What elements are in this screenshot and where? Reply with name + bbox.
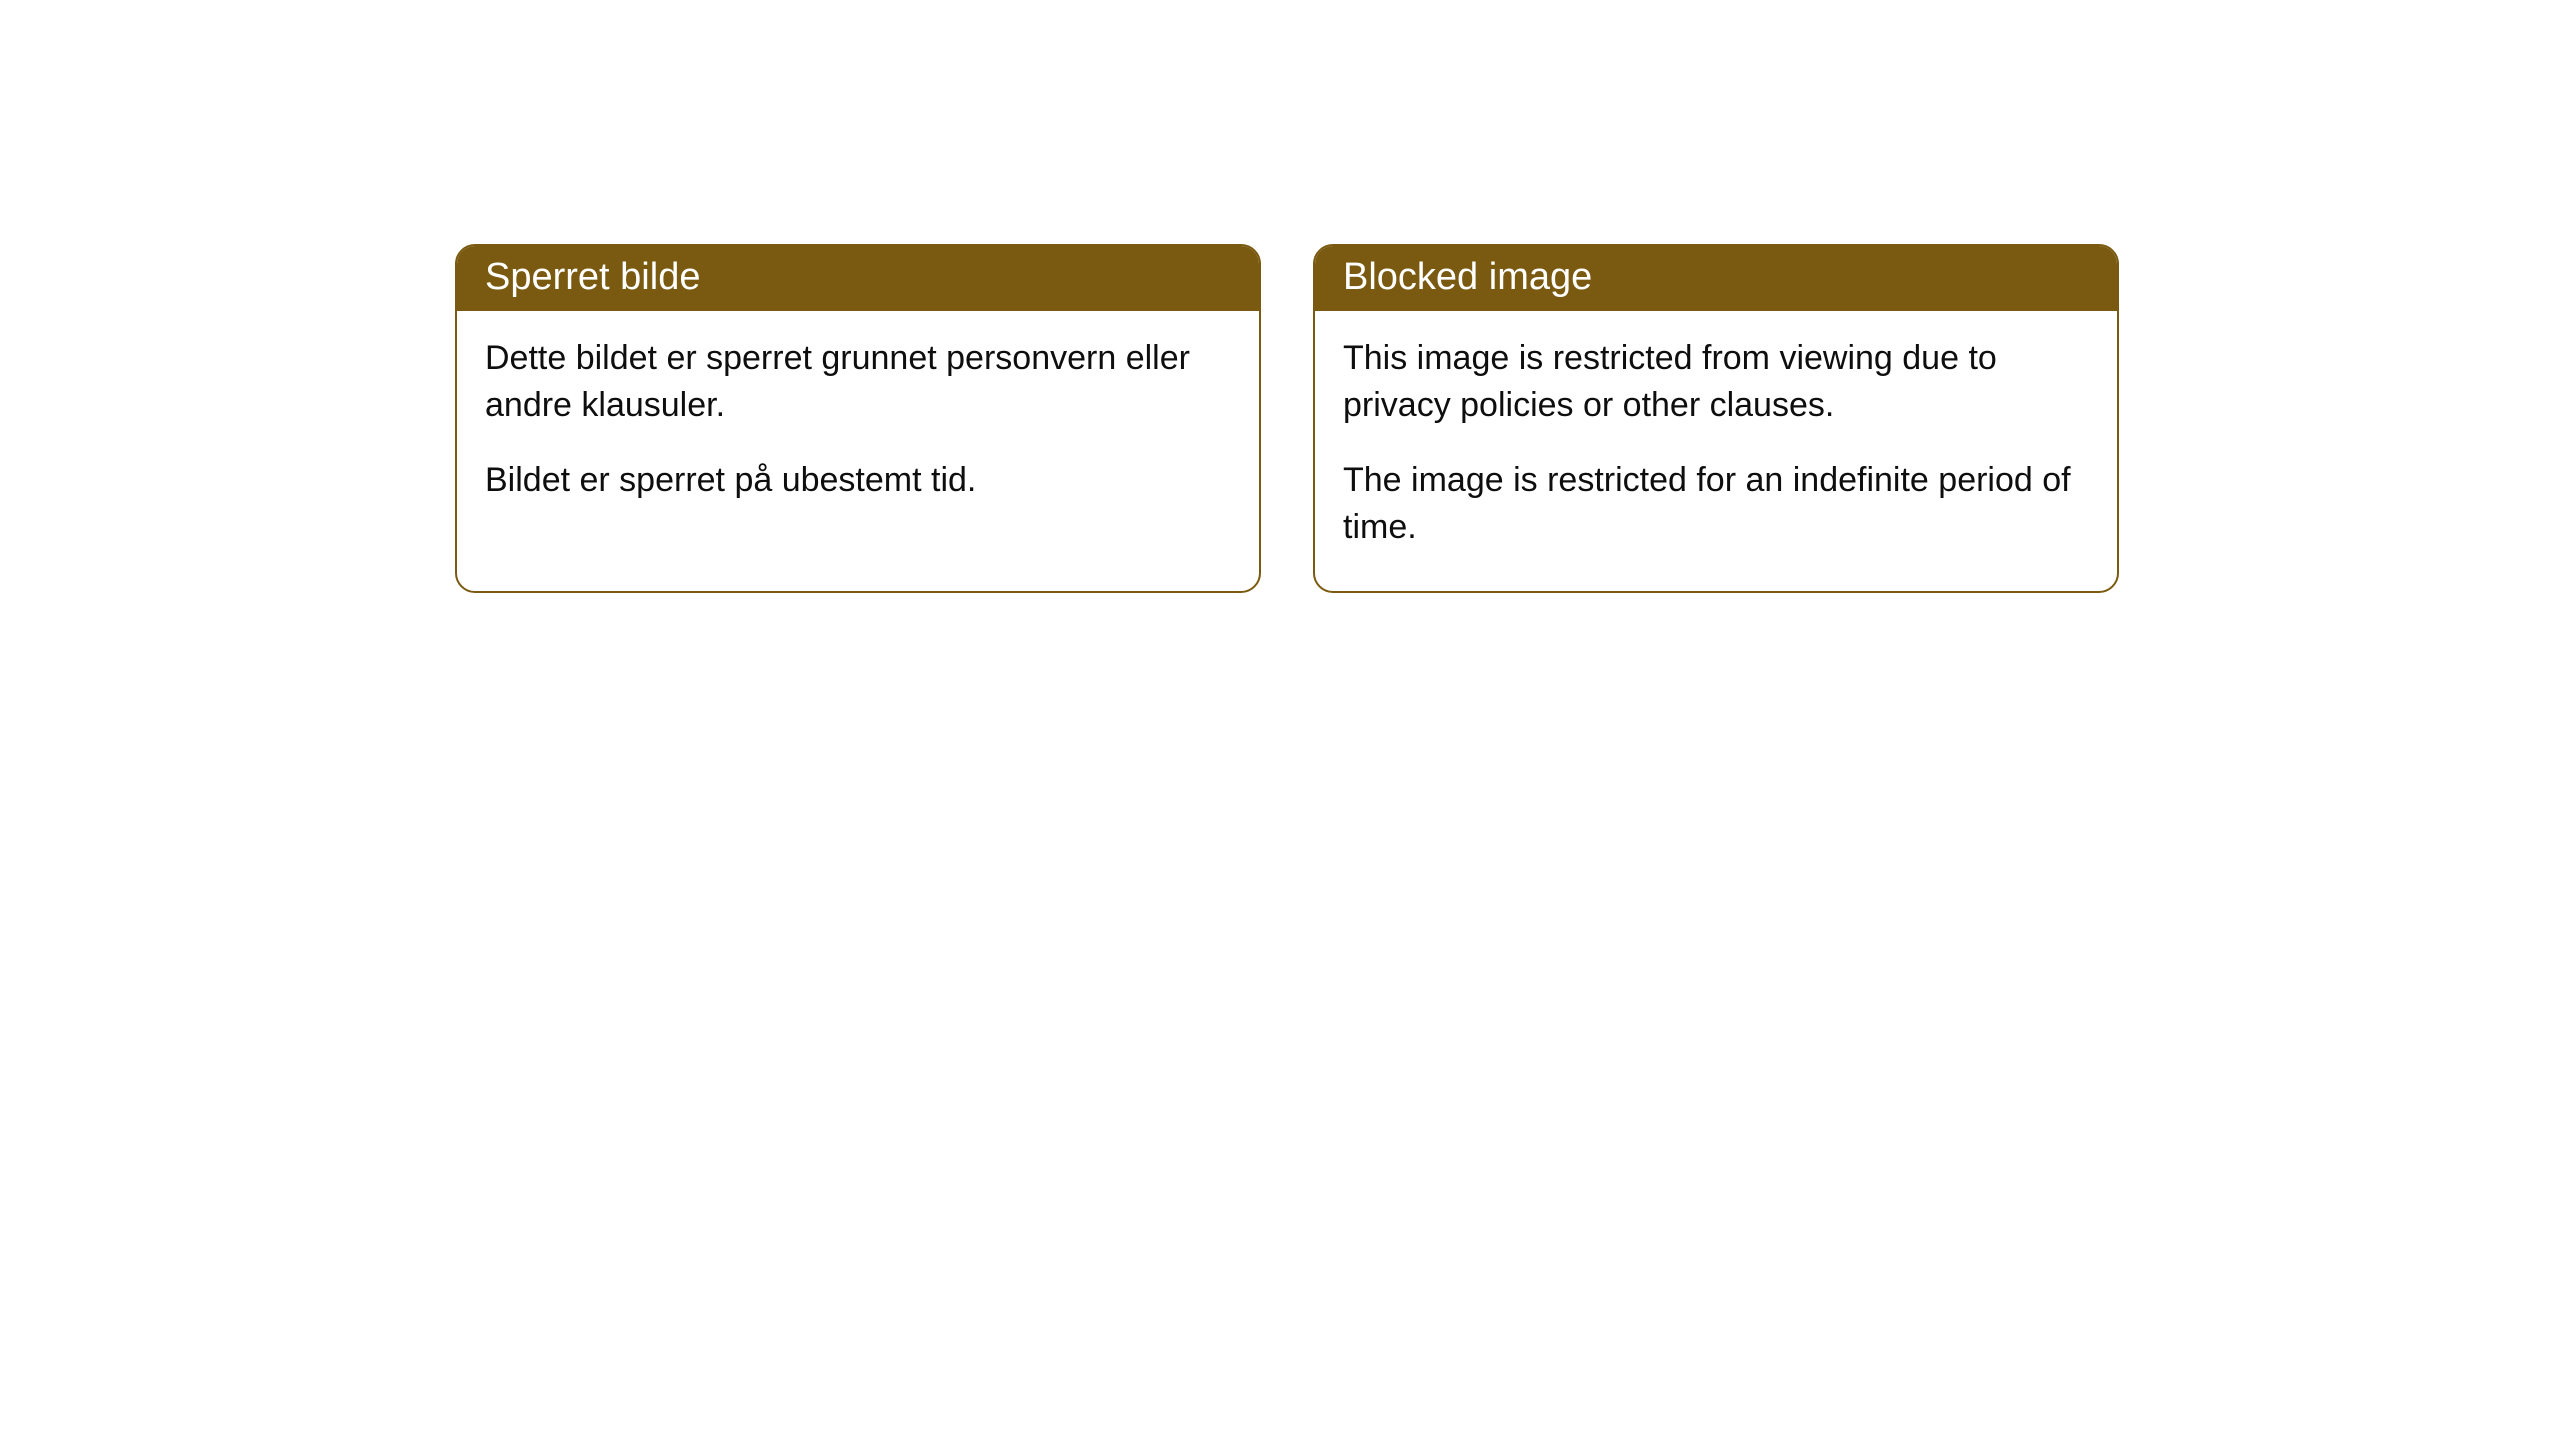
card-paragraph-1-en: This image is restricted from viewing du…	[1343, 335, 2089, 429]
blocked-image-card-no: Sperret bilde Dette bildet er sperret gr…	[455, 244, 1261, 593]
card-paragraph-2-en: The image is restricted for an indefinit…	[1343, 457, 2089, 551]
card-title-en: Blocked image	[1315, 246, 2117, 311]
blocked-image-card-en: Blocked image This image is restricted f…	[1313, 244, 2119, 593]
card-paragraph-2-no: Bildet er sperret på ubestemt tid.	[485, 457, 1231, 504]
card-body-no: Dette bildet er sperret grunnet personve…	[457, 311, 1259, 544]
card-title-no: Sperret bilde	[457, 246, 1259, 311]
cards-container: Sperret bilde Dette bildet er sperret gr…	[0, 0, 2560, 593]
card-body-en: This image is restricted from viewing du…	[1315, 311, 2117, 591]
card-paragraph-1-no: Dette bildet er sperret grunnet personve…	[485, 335, 1231, 429]
